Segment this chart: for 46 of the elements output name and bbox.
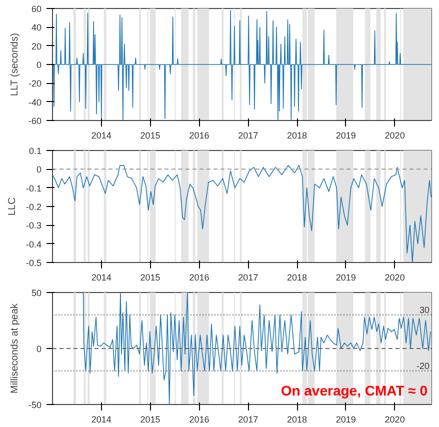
- x-tick-label: 2018: [287, 130, 308, 140]
- y-tick-label: -50: [28, 400, 42, 410]
- y-tick-label: 0: [36, 164, 42, 175]
- y-axis-title: LLT (seconds): [9, 33, 20, 96]
- x-tick-label: 2016: [189, 272, 210, 282]
- x-tick-label: 2015: [140, 272, 160, 282]
- y-tick-label: 0.1: [28, 146, 42, 156]
- y-tick-label: -20: [28, 78, 42, 89]
- x-tick-label: 2019: [336, 414, 356, 424]
- x-tick-label: 2015: [140, 414, 160, 424]
- y-tick-label: -40: [28, 97, 42, 108]
- y-tick-label: -60: [28, 116, 42, 126]
- x-tick-label: 2018: [287, 414, 308, 424]
- y-tick-label: -0.5: [26, 258, 42, 268]
- y-tick-label: -0.2: [26, 202, 42, 212]
- x-tick-label: 2014: [91, 272, 112, 282]
- y-tick-label: 0: [36, 60, 42, 70]
- x-tick-label: 2019: [336, 272, 356, 282]
- y-axis-title: Milliseconds at peak: [9, 302, 20, 394]
- y-tick-label: 0: [36, 344, 42, 354]
- ref-line-label: -20: [416, 360, 430, 371]
- line-series: [82, 292, 431, 404]
- x-tick-label: 2016: [189, 414, 210, 424]
- y-tick-label: 50: [31, 288, 42, 298]
- y-tick-label: -0.1: [26, 183, 42, 194]
- x-tick-label: 2020: [384, 130, 405, 140]
- x-tick-label: 2017: [238, 414, 258, 424]
- x-tick-label: 2014: [91, 414, 112, 424]
- annotation: On average, CMAT ≈ 0: [280, 382, 428, 398]
- line-series: [52, 10, 432, 120]
- x-tick-label: 2014: [91, 130, 112, 140]
- ref-line-label: 30: [419, 304, 430, 315]
- x-tick-label: 2020: [384, 272, 405, 282]
- y-tick-label: -0.4: [26, 239, 42, 250]
- y-tick-label: 20: [31, 41, 42, 52]
- x-tick-label: 2020: [384, 414, 405, 424]
- x-tick-label: 2015: [140, 130, 160, 140]
- y-tick-label: 40: [31, 22, 42, 33]
- x-tick-label: 2018: [287, 272, 308, 282]
- x-tick-label: 2016: [189, 130, 210, 140]
- x-tick-label: 2017: [238, 272, 258, 282]
- y-tick-label: 60: [31, 4, 42, 14]
- x-tick-label: 2019: [336, 130, 356, 140]
- y-axis-title: LLC: [6, 197, 18, 216]
- y-tick-label: -0.3: [26, 220, 42, 231]
- x-tick-label: 2017: [238, 130, 258, 140]
